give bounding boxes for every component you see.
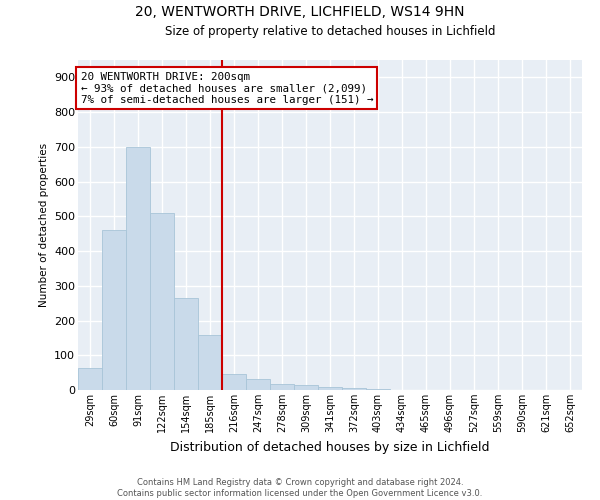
Bar — [222, 374, 246, 390]
Bar — [318, 387, 342, 390]
Text: 20, WENTWORTH DRIVE, LICHFIELD, WS14 9HN: 20, WENTWORTH DRIVE, LICHFIELD, WS14 9HN — [135, 5, 465, 19]
Text: 20 WENTWORTH DRIVE: 200sqm
← 93% of detached houses are smaller (2,099)
7% of se: 20 WENTWORTH DRIVE: 200sqm ← 93% of deta… — [80, 72, 373, 105]
Bar — [78, 368, 102, 390]
Bar — [174, 298, 198, 390]
Bar — [198, 336, 222, 390]
X-axis label: Distribution of detached houses by size in Lichfield: Distribution of detached houses by size … — [170, 440, 490, 454]
Text: Contains HM Land Registry data © Crown copyright and database right 2024.
Contai: Contains HM Land Registry data © Crown c… — [118, 478, 482, 498]
Bar — [294, 385, 318, 390]
Bar — [246, 378, 270, 390]
Title: Size of property relative to detached houses in Lichfield: Size of property relative to detached ho… — [165, 25, 495, 38]
Bar — [150, 213, 174, 390]
Bar — [366, 389, 390, 390]
Bar — [102, 230, 126, 390]
Bar — [270, 384, 294, 390]
Bar — [126, 147, 150, 390]
Bar — [342, 388, 366, 390]
Y-axis label: Number of detached properties: Number of detached properties — [38, 143, 49, 307]
